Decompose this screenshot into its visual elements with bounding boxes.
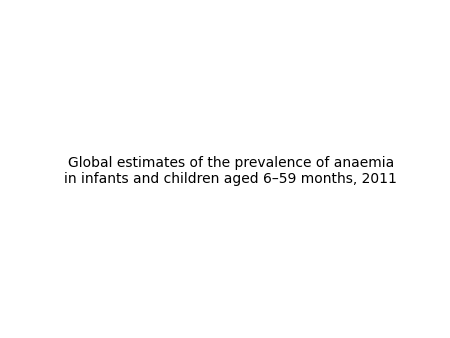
Text: Global estimates of the prevalence of anaemia
in infants and children aged 6–59 : Global estimates of the prevalence of an…	[64, 155, 397, 186]
